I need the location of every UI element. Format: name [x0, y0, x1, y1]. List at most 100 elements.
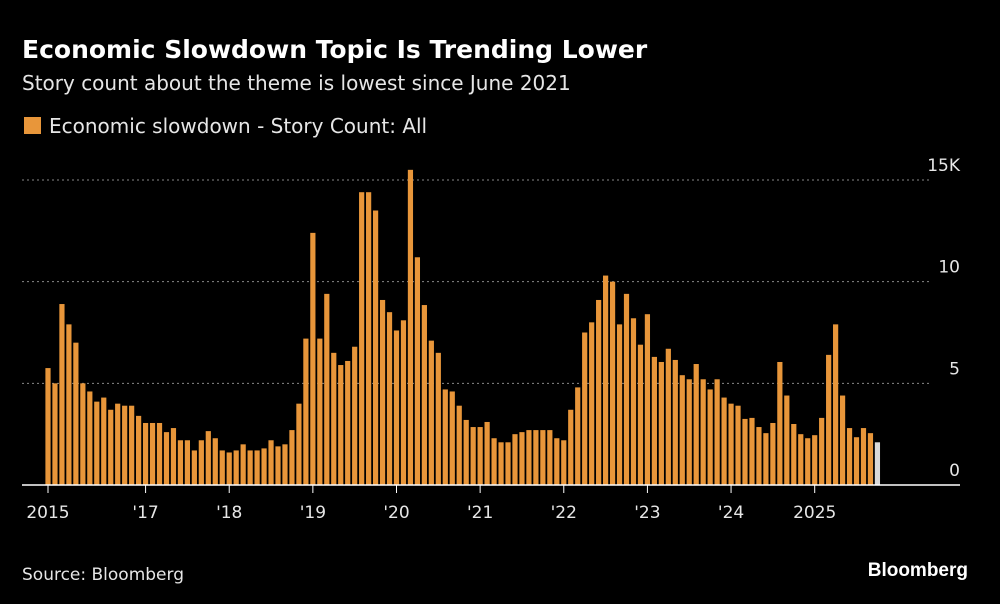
- bar: [798, 434, 804, 485]
- bar: [512, 434, 518, 485]
- bar: [784, 395, 790, 485]
- bar: [372, 210, 379, 485]
- bar: [498, 442, 504, 485]
- bar: [219, 450, 225, 485]
- bar: [212, 438, 218, 485]
- bar: [470, 427, 476, 485]
- bar: [707, 389, 713, 485]
- bar: [575, 387, 581, 485]
- chart-title: Economic Slowdown Topic Is Trending Lowe…: [22, 35, 648, 64]
- bar: [540, 430, 546, 485]
- x-tick-label: '21: [467, 503, 493, 523]
- bar: [345, 360, 351, 485]
- bar: [198, 440, 204, 485]
- bar: [87, 391, 93, 485]
- bar: [149, 422, 156, 485]
- bar: [700, 379, 706, 485]
- bar: [686, 379, 692, 485]
- bar: [484, 421, 490, 485]
- bar: [428, 340, 434, 485]
- bar: [191, 450, 197, 485]
- bar: [421, 305, 427, 485]
- bar: [268, 440, 274, 485]
- y-tick-label: 0: [949, 461, 960, 481]
- bar: [728, 403, 734, 485]
- bar: [693, 364, 699, 485]
- bar: [177, 440, 184, 485]
- bar: [52, 383, 58, 485]
- bar: [94, 401, 100, 485]
- chart-subtitle: Story count about the theme is lowest si…: [22, 71, 571, 95]
- bar: [386, 312, 393, 485]
- bar: [59, 304, 65, 485]
- bar: [812, 435, 818, 485]
- bar: [379, 299, 386, 485]
- bar: [142, 422, 149, 485]
- x-tick-label: '20: [383, 503, 409, 523]
- bar: [644, 314, 651, 485]
- bar: [136, 415, 142, 485]
- bar: [226, 452, 232, 485]
- bar: [184, 440, 190, 485]
- bar: [860, 428, 867, 485]
- bar: [261, 448, 267, 485]
- bar: [400, 320, 407, 485]
- source: Source: Bloomberg: [22, 565, 184, 585]
- bar: [589, 322, 595, 485]
- bar: [561, 440, 567, 485]
- bar: [714, 379, 720, 485]
- y-tick-label: 15K: [927, 156, 961, 176]
- bar: [435, 352, 441, 485]
- bar: [80, 383, 86, 485]
- bar: [867, 433, 874, 485]
- bar: [651, 356, 657, 485]
- bar: [338, 365, 344, 485]
- x-tick-label: '24: [718, 503, 744, 523]
- bar: [742, 418, 748, 485]
- bar: [108, 409, 114, 485]
- bar: [596, 299, 602, 485]
- y-tick-label: 10: [938, 258, 960, 278]
- bar: [289, 430, 295, 485]
- bar: [275, 446, 281, 485]
- bar: [637, 344, 644, 485]
- y-tick-label: 5: [949, 359, 960, 379]
- bar: [519, 432, 525, 485]
- bar: [407, 169, 414, 486]
- bar: [303, 338, 309, 485]
- bar: [282, 444, 288, 485]
- bar: [359, 192, 365, 485]
- bar: [129, 405, 135, 485]
- legend-swatch: [24, 117, 41, 134]
- bar: [366, 192, 372, 485]
- bar: [317, 338, 323, 485]
- x-tick-label: '22: [551, 503, 577, 523]
- bar: [73, 342, 79, 485]
- x-tick-label: '18: [216, 503, 242, 523]
- bar: [721, 397, 727, 485]
- bar: [442, 389, 448, 485]
- bar: [819, 417, 825, 485]
- x-tick-label: '23: [634, 503, 660, 523]
- bar: [505, 442, 511, 485]
- bar: [477, 427, 483, 485]
- bar: [805, 438, 811, 485]
- bar: [296, 403, 302, 485]
- bar: [658, 361, 664, 485]
- bar: [491, 438, 497, 485]
- bar: [163, 432, 170, 485]
- bar: [456, 405, 462, 485]
- bar: [630, 318, 637, 485]
- bar: [874, 442, 881, 485]
- bar: [735, 405, 741, 485]
- bar: [665, 348, 671, 485]
- bar: [547, 430, 553, 485]
- x-tick-label: 2015: [26, 503, 69, 523]
- bar: [331, 352, 337, 485]
- bar: [254, 450, 260, 485]
- bar: [554, 438, 560, 485]
- bar: [324, 293, 330, 485]
- bar: [526, 430, 532, 485]
- bar: [352, 346, 358, 485]
